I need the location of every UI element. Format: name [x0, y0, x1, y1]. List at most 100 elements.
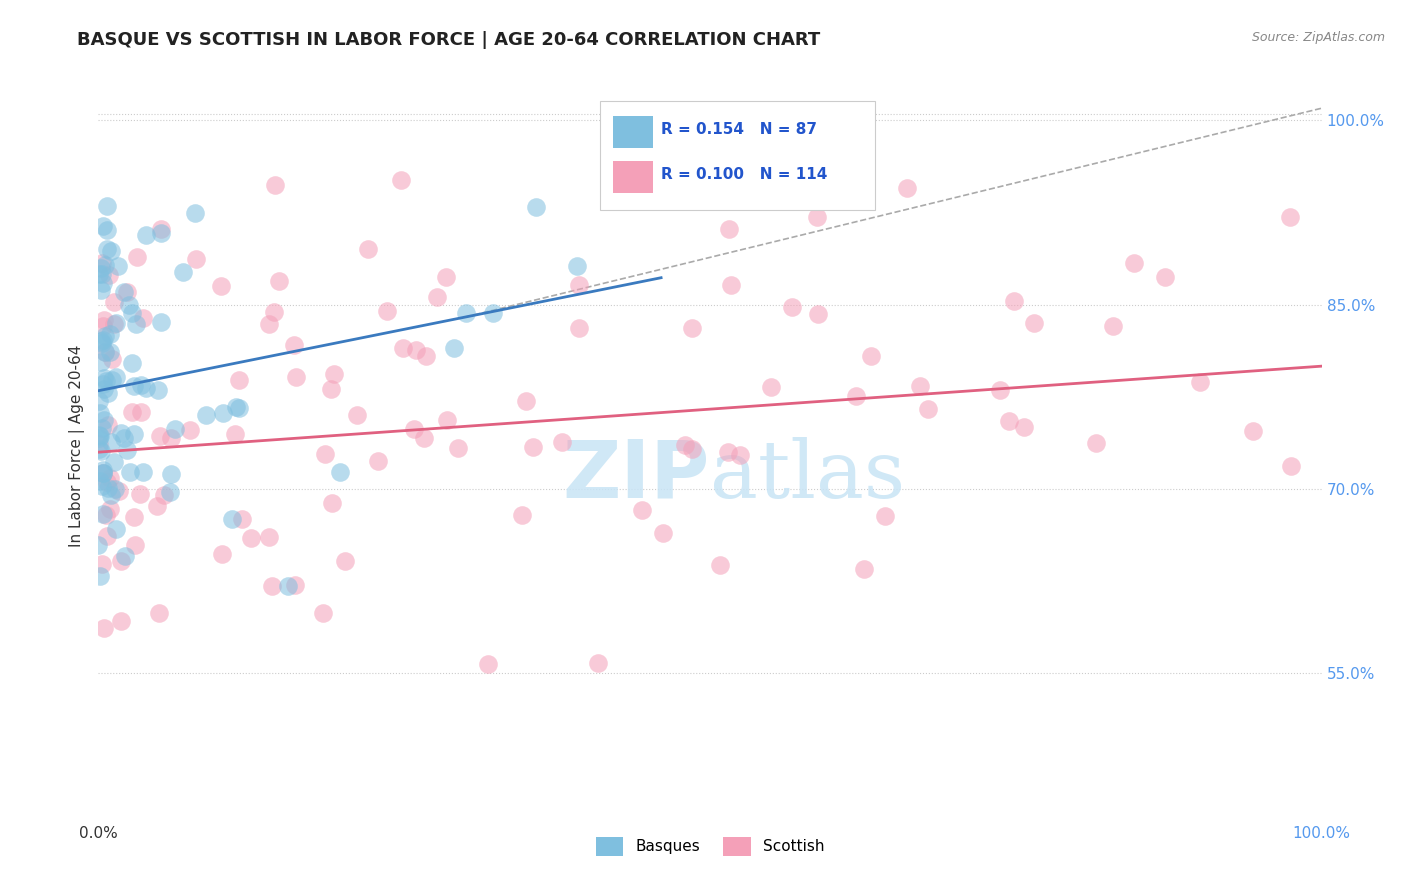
Point	[434, 269, 457, 284]
Point	[346, 409, 368, 423]
Point	[321, 382, 343, 396]
Point	[97, 417, 120, 432]
Point	[225, 400, 247, 414]
Point	[110, 554, 132, 568]
Point	[391, 172, 413, 186]
Point	[717, 444, 740, 458]
Point	[98, 327, 121, 342]
Point	[91, 466, 114, 480]
Point	[630, 503, 652, 517]
Point	[93, 219, 115, 233]
Point	[125, 317, 148, 331]
Point	[152, 488, 174, 502]
Point	[117, 298, 139, 312]
FancyBboxPatch shape	[600, 102, 875, 210]
Point	[482, 305, 505, 319]
Point	[807, 307, 830, 321]
Point	[551, 434, 574, 449]
Point	[96, 223, 118, 237]
Point	[896, 181, 918, 195]
Point	[240, 531, 263, 545]
Point	[1281, 459, 1303, 474]
Point	[211, 547, 233, 561]
Point	[91, 319, 114, 334]
Point	[1002, 293, 1025, 308]
Point	[112, 432, 135, 446]
Point	[89, 474, 111, 488]
Point	[149, 428, 172, 442]
Point	[405, 343, 427, 358]
Y-axis label: In Labor Force | Age 20-64: In Labor Force | Age 20-64	[69, 345, 84, 547]
Point	[257, 317, 280, 331]
Text: Source: ZipAtlas.com: Source: ZipAtlas.com	[1251, 31, 1385, 45]
Point	[96, 199, 118, 213]
Point	[1153, 270, 1175, 285]
Point	[477, 657, 499, 672]
Point	[107, 483, 129, 498]
Point	[103, 455, 125, 469]
Point	[228, 401, 250, 415]
Point	[105, 370, 128, 384]
Point	[1102, 319, 1125, 334]
Point	[90, 283, 112, 297]
Text: ZIP: ZIP	[562, 437, 710, 515]
Point	[392, 341, 415, 355]
Point	[335, 554, 357, 568]
Point	[94, 329, 117, 343]
Point	[263, 178, 285, 193]
Point	[845, 388, 868, 402]
Text: atlas: atlas	[710, 437, 905, 515]
Point	[277, 579, 299, 593]
Point	[988, 384, 1011, 398]
Point	[93, 507, 115, 521]
Text: BASQUE VS SCOTTISH IN LABOR FORCE | AGE 20-64 CORRELATION CHART: BASQUE VS SCOTTISH IN LABOR FORCE | AGE …	[77, 31, 821, 49]
Point	[917, 401, 939, 416]
Point	[1085, 436, 1108, 450]
Point	[118, 465, 141, 479]
Point	[759, 380, 782, 394]
Point	[159, 485, 181, 500]
Point	[681, 442, 703, 457]
Point	[148, 606, 170, 620]
Point	[717, 222, 740, 236]
Point	[125, 250, 148, 264]
Point	[121, 306, 143, 320]
Point	[110, 425, 132, 440]
Point	[195, 408, 218, 422]
Point	[224, 427, 246, 442]
Point	[93, 413, 115, 427]
Point	[314, 447, 336, 461]
Point	[283, 338, 305, 352]
Point	[402, 422, 425, 436]
Point	[1122, 256, 1144, 270]
Point	[96, 375, 118, 389]
Point	[107, 259, 129, 273]
Point	[284, 578, 307, 592]
Point	[129, 378, 152, 392]
Point	[522, 440, 544, 454]
Point	[91, 336, 114, 351]
Point	[285, 370, 308, 384]
Point	[150, 315, 173, 329]
Point	[413, 431, 436, 445]
Point	[122, 378, 145, 392]
Point	[1189, 375, 1212, 389]
Point	[114, 549, 136, 564]
Point	[98, 344, 121, 359]
Point	[436, 413, 458, 427]
Point	[87, 393, 110, 408]
Point	[426, 290, 449, 304]
Point	[100, 435, 122, 450]
Point	[260, 579, 283, 593]
Point	[124, 538, 146, 552]
Point	[104, 316, 127, 330]
Point	[263, 304, 285, 318]
Point	[135, 228, 157, 243]
Point	[98, 471, 121, 485]
Point	[115, 442, 138, 457]
Point	[231, 511, 253, 525]
Point	[110, 615, 132, 629]
Point	[1022, 316, 1045, 330]
Point	[90, 444, 112, 458]
Point	[90, 354, 112, 368]
